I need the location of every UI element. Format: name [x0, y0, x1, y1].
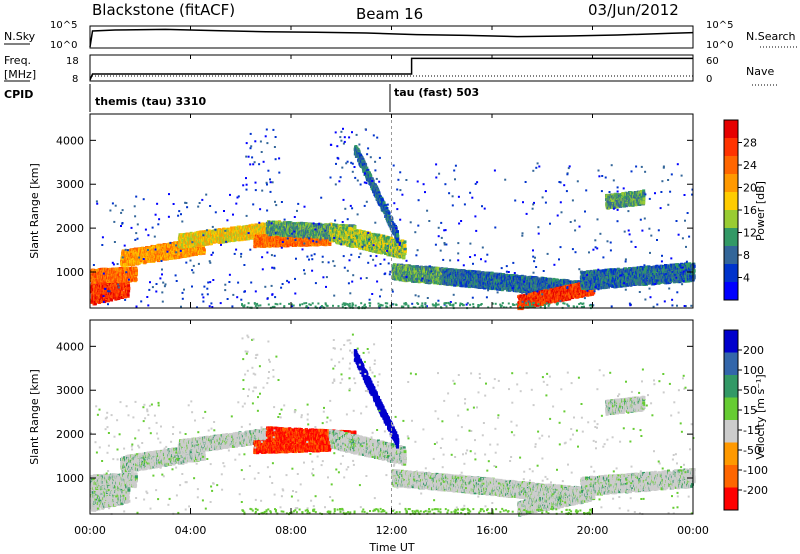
- data-cell: [135, 269, 138, 272]
- site-title: Blackstone (fitACF): [92, 1, 235, 19]
- data-cell: [127, 287, 130, 290]
- data-cell: [135, 278, 138, 281]
- cpid-panel: CPID themis (tau) 3310 tau (fast) 503: [4, 84, 479, 112]
- sky-noise-line: [90, 29, 693, 47]
- nave-tick-top: 60: [706, 56, 719, 67]
- nave-label: Nave: [746, 65, 774, 78]
- data-cell: [127, 293, 130, 296]
- cpid-mode-2: tau (fast) 503: [394, 86, 479, 99]
- freq-unit: [MHz]: [4, 68, 36, 81]
- nave-tick-bottom: 0: [706, 74, 712, 85]
- noise-right-label: N.Search: [746, 30, 796, 43]
- noise-left-tick-top: 10^5: [50, 20, 77, 31]
- noise-right-tick-top: 10^5: [706, 20, 733, 31]
- date-title: 03/Jun/2012: [588, 1, 679, 19]
- noise-right-tick-bottom: 10^0: [706, 40, 733, 51]
- data-cell: [203, 248, 206, 251]
- beam-title: Beam 16: [356, 5, 423, 23]
- freq-label: Freq.: [4, 54, 31, 67]
- cpid-label: CPID: [4, 88, 33, 101]
- noise-left-label: N.Sky: [4, 30, 36, 43]
- data-cell: [127, 290, 130, 293]
- noise-left-tick-bottom: 10^0: [50, 40, 77, 51]
- freq-tick-bottom: 8: [72, 74, 78, 85]
- frequency-line: [90, 58, 693, 80]
- freq-tick-top: 18: [66, 56, 79, 67]
- cpid-mode-1: themis (tau) 3310: [95, 95, 207, 108]
- noise-panel: N.Sky 10^5 10^0 10^5 10^0 N.Search: [4, 20, 798, 51]
- data-cell: [135, 272, 138, 275]
